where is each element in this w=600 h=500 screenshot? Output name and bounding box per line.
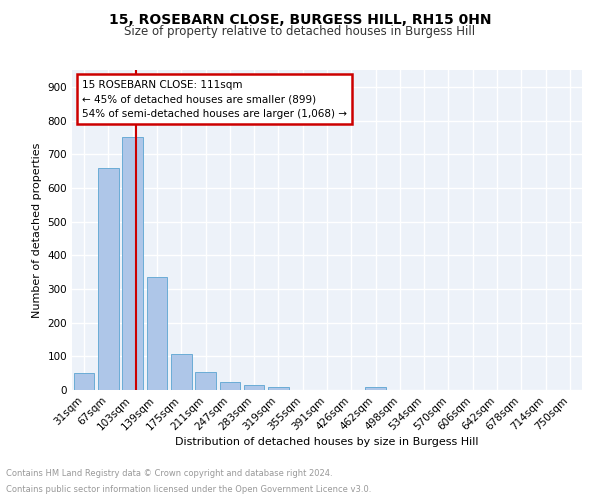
Bar [268, 386, 289, 390]
Bar [98, 168, 119, 390]
Bar [244, 385, 265, 390]
Y-axis label: Number of detached properties: Number of detached properties [32, 142, 42, 318]
Text: 15, ROSEBARN CLOSE, BURGESS HILL, RH15 0HN: 15, ROSEBARN CLOSE, BURGESS HILL, RH15 0… [109, 12, 491, 26]
Bar [122, 138, 143, 390]
Bar [146, 277, 167, 390]
Text: 15 ROSEBARN CLOSE: 111sqm
← 45% of detached houses are smaller (899)
54% of semi: 15 ROSEBARN CLOSE: 111sqm ← 45% of detac… [82, 80, 347, 119]
Bar [74, 373, 94, 390]
Bar [220, 382, 240, 390]
X-axis label: Distribution of detached houses by size in Burgess Hill: Distribution of detached houses by size … [175, 438, 479, 448]
Bar [195, 372, 216, 390]
Text: Size of property relative to detached houses in Burgess Hill: Size of property relative to detached ho… [124, 25, 476, 38]
Text: Contains public sector information licensed under the Open Government Licence v3: Contains public sector information licen… [6, 485, 371, 494]
Bar [171, 354, 191, 390]
Text: Contains HM Land Registry data © Crown copyright and database right 2024.: Contains HM Land Registry data © Crown c… [6, 468, 332, 477]
Bar [365, 386, 386, 390]
